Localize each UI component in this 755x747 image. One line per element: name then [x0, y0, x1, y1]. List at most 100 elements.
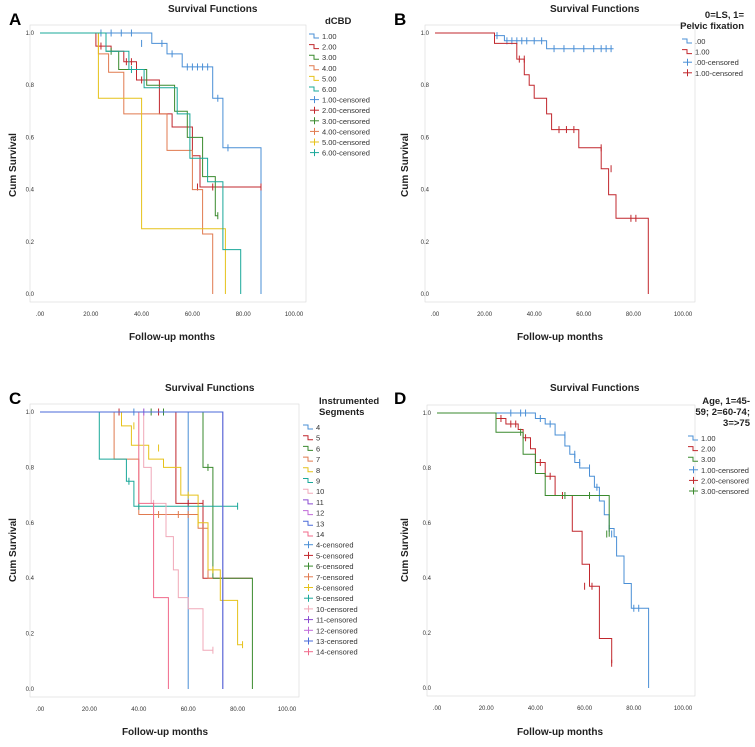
- panel-label-c: C: [9, 389, 21, 408]
- x-tick-label: 40.00: [131, 707, 147, 713]
- plot-frame: [29, 403, 300, 698]
- x-tick-label: .00: [433, 706, 442, 712]
- legend-swatch: [303, 467, 313, 473]
- legend-label: 1.00-censored: [322, 96, 370, 105]
- x-tick-label: .00: [36, 707, 45, 713]
- chart-panel-a: Survival Functions .00 20.00 40.00 60.00 80.0…: [8, 4, 370, 343]
- x-axis-label: Follow-up months: [129, 332, 216, 343]
- y-axis-label: Cum Survival: [400, 133, 411, 197]
- legend-swatch: [309, 86, 319, 92]
- x-tick-label: 60.00: [185, 312, 201, 318]
- x-axis-label: Follow-up months: [122, 727, 209, 738]
- y-tick-label: 0.8: [421, 83, 430, 89]
- legend-swatch: [303, 488, 313, 494]
- x-tick-label: 100.00: [278, 707, 297, 713]
- legend-label: 13-censored: [316, 637, 358, 646]
- series-line-5: [40, 411, 253, 579]
- x-tick-label: 20.00: [479, 706, 495, 712]
- legend-label: 9-censored: [316, 594, 354, 603]
- legend-title: dCBD: [325, 16, 352, 27]
- chart-title: Survival Functions: [550, 4, 640, 15]
- y-tick-label: 0.8: [423, 466, 432, 472]
- series-line-8: [40, 411, 243, 646]
- plot-frame: [424, 24, 696, 303]
- y-tick-label: 0.6: [421, 135, 430, 141]
- legend-label: 11-censored: [316, 616, 357, 625]
- legend-label: 2.00-censored: [701, 476, 749, 485]
- legend-label: 1.00: [701, 434, 716, 443]
- x-tick-label: 40.00: [134, 312, 150, 318]
- legend-label: 10-censored: [316, 605, 358, 614]
- panel-label-b: B: [394, 10, 406, 29]
- legend-title: Age, 1=45-: [702, 396, 750, 407]
- y-tick-label: 0.6: [423, 521, 432, 527]
- y-tick-label: 1.0: [26, 410, 35, 416]
- legend-label: 6: [316, 444, 320, 453]
- legend-label: 6.00-censored: [322, 149, 370, 158]
- legend: dCBD 1.00 2.003.00 4.005.00 6.00 1.00-censore…: [309, 16, 370, 158]
- x-tick-label: 80.00: [236, 312, 252, 318]
- y-tick-label: 0.8: [26, 465, 35, 471]
- series-line-10: [40, 411, 213, 651]
- legend-label: 6-censored: [316, 562, 354, 571]
- legend-swatch: [688, 446, 698, 452]
- y-tick-label: 0.6: [26, 135, 35, 141]
- y-tick-label: 0.4: [421, 188, 430, 194]
- legend-label: 4-censored: [316, 541, 354, 550]
- legend: Age, 1=45-59; 2=60-74;3=>75 1.00 2.003.00 1…: [688, 396, 751, 496]
- y-axis-label: Cum Survival: [400, 518, 411, 582]
- y-tick-label: 1.0: [26, 31, 35, 37]
- x-tick-label: .00: [36, 312, 45, 318]
- legend-label: 11: [316, 498, 324, 507]
- legend-label: 2.00: [701, 445, 716, 454]
- panel-label-a: A: [9, 10, 21, 29]
- legend-swatch: [309, 33, 319, 39]
- y-tick-label: 0.2: [26, 632, 35, 638]
- legend-label: 8-censored: [316, 584, 354, 593]
- legend-swatch: [682, 49, 692, 55]
- series-line-.00: [435, 32, 614, 50]
- legend-label: 6.00: [322, 85, 337, 94]
- y-tick-label: 0.2: [423, 631, 432, 637]
- x-axis-label: Follow-up months: [517, 727, 604, 738]
- legend-title: Pelvic fixation: [680, 21, 744, 32]
- legend-label: 4.00-censored: [322, 127, 370, 136]
- legend-label: 7-censored: [316, 573, 354, 582]
- chart-title: Survival Functions: [168, 4, 258, 15]
- legend-label: 9: [316, 477, 320, 486]
- legend-swatch: [682, 38, 692, 44]
- legend-label: 14: [316, 530, 324, 539]
- x-tick-label: 40.00: [527, 312, 543, 318]
- x-tick-label: 60.00: [576, 312, 592, 318]
- legend-swatch: [303, 445, 313, 451]
- legend-label: 3.00: [701, 455, 716, 464]
- legend-label: 1.00: [322, 32, 337, 41]
- legend-swatch: [303, 510, 313, 516]
- legend-label: 12-censored: [316, 626, 358, 635]
- y-tick-label: 0.2: [26, 240, 35, 246]
- x-tick-label: 20.00: [83, 312, 99, 318]
- y-tick-label: 0.0: [26, 687, 35, 693]
- x-axis-label: Follow-up months: [517, 332, 604, 343]
- chart-title: Survival Functions: [165, 383, 255, 394]
- series-line-12: [40, 411, 224, 689]
- y-tick-label: 1.0: [421, 31, 430, 37]
- x-tick-label: 80.00: [230, 707, 246, 713]
- legend-swatch: [309, 44, 319, 50]
- series-line-1.00: [40, 32, 262, 294]
- series-line-2.00: [437, 412, 613, 664]
- y-axis-label: Cum Survival: [8, 133, 19, 197]
- legend-label: 10: [316, 487, 324, 496]
- legend-label: 14-censored: [316, 648, 358, 657]
- panel-label-d: D: [394, 389, 406, 408]
- series-line-4.00: [40, 32, 214, 294]
- legend-swatch: [303, 456, 313, 462]
- y-tick-label: 0.0: [421, 292, 430, 298]
- legend-swatch: [688, 435, 698, 441]
- x-tick-label: 80.00: [626, 706, 642, 712]
- legend-label: .00: [695, 37, 705, 46]
- legend-swatch: [688, 456, 698, 462]
- x-tick-label: 100.00: [285, 312, 304, 318]
- x-tick-label: 60.00: [181, 707, 197, 713]
